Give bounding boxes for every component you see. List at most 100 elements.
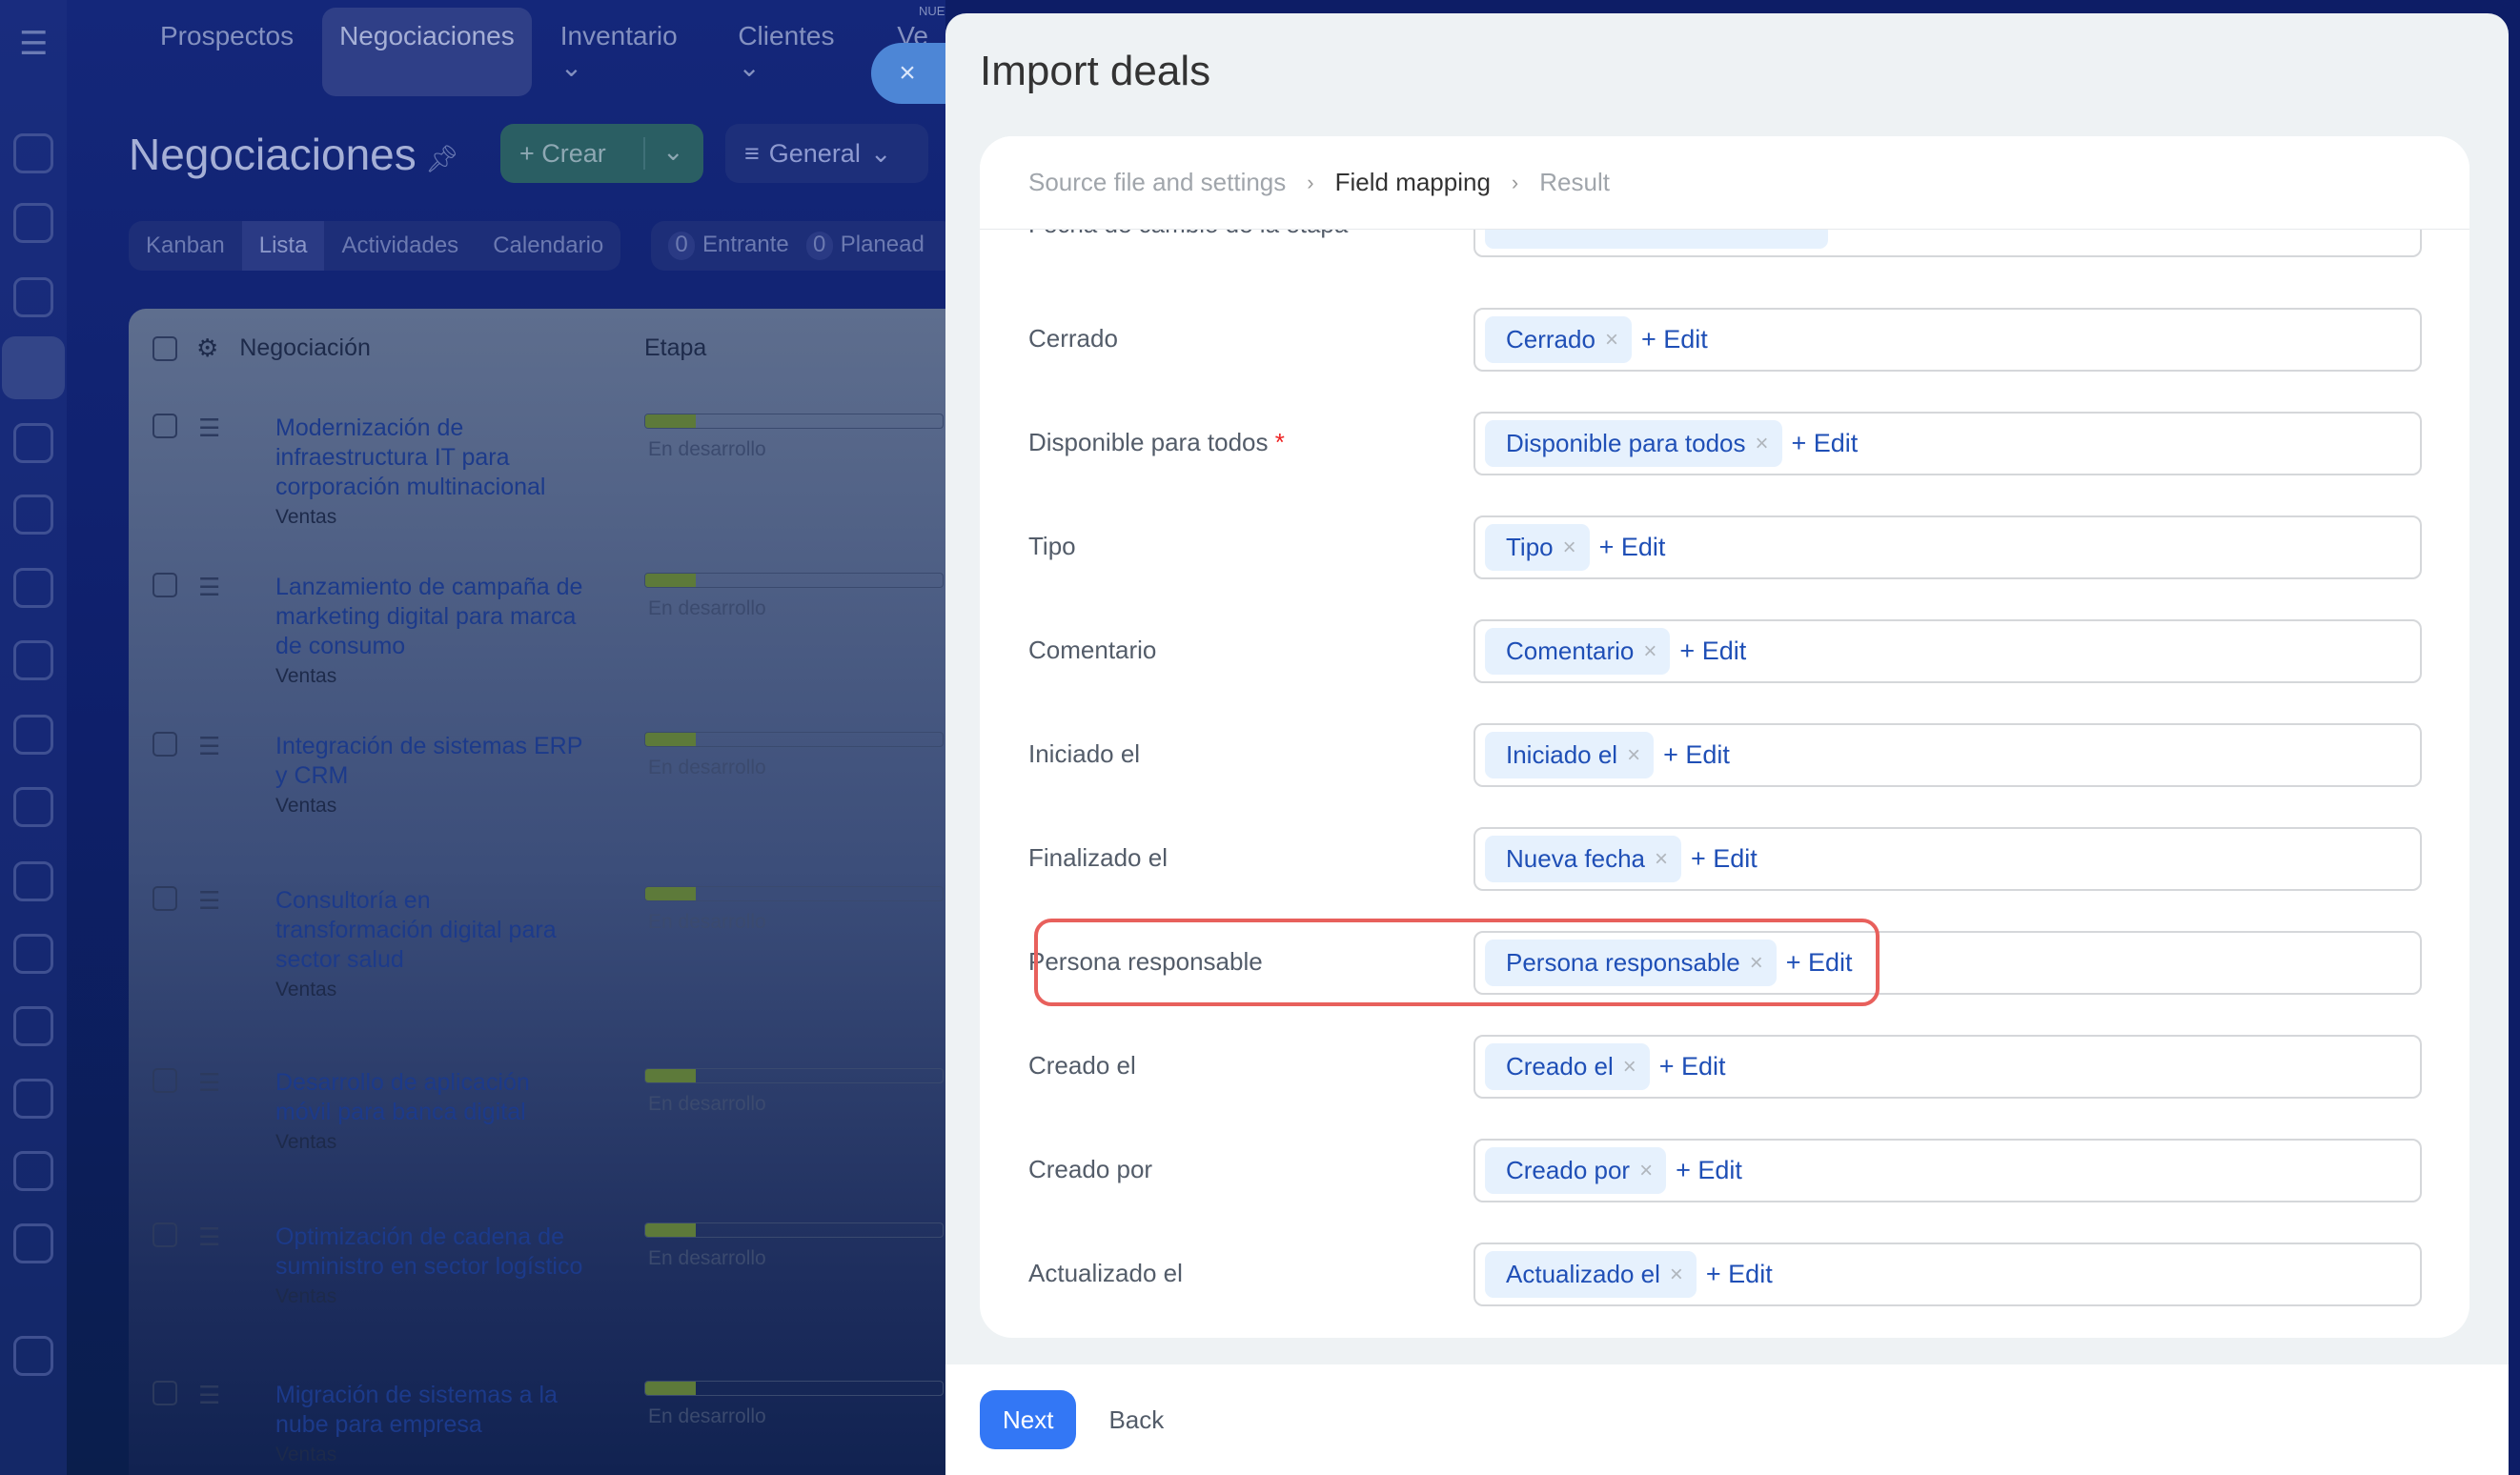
edit-link[interactable]: + Edit: [1676, 1156, 1742, 1184]
sidebar-nav-icon[interactable]: [13, 715, 53, 755]
sidebar-nav-icon[interactable]: [13, 934, 53, 974]
row-checkbox[interactable]: [152, 573, 177, 597]
drag-handle-icon[interactable]: ☰: [198, 732, 221, 760]
deal-name[interactable]: Consultoría en transformación digital pa…: [275, 886, 590, 1004]
back-button[interactable]: Back: [1108, 1404, 1165, 1434]
sidebar-nav-icon[interactable]: [13, 568, 53, 608]
stage-progress-bar[interactable]: [644, 732, 944, 747]
row-checkbox[interactable]: [152, 414, 177, 438]
remove-icon[interactable]: ×: [1639, 1157, 1654, 1183]
view-tab[interactable]: Kanban: [146, 232, 225, 258]
edit-link[interactable]: + Edit: [1663, 740, 1730, 769]
deal-title[interactable]: Lanzamiento de campaña de marketing digi…: [275, 574, 583, 659]
view-tab[interactable]: Calendario: [493, 232, 604, 258]
counter[interactable]: 0 Entrante: [668, 232, 789, 260]
field-mapping-input[interactable]: Tipo × + Edit: [1473, 515, 2422, 579]
remove-icon[interactable]: ×: [1562, 534, 1576, 560]
field-mapping-input[interactable]: Comentario × + Edit: [1473, 619, 2422, 683]
create-button[interactable]: + Crear ⌄: [500, 124, 703, 183]
sidebar-nav-icon[interactable]: [13, 1223, 53, 1263]
remove-icon[interactable]: ×: [1622, 1053, 1636, 1080]
gear-icon[interactable]: ⚙: [196, 333, 219, 362]
nav-item[interactable]: Negociaciones: [322, 8, 532, 96]
sidebar-nav-icon[interactable]: [13, 861, 53, 901]
deal-name[interactable]: Lanzamiento de campaña de marketing digi…: [275, 573, 590, 691]
edit-link[interactable]: + Edit: [1691, 844, 1758, 873]
sidebar-nav-icon[interactable]: [13, 640, 53, 680]
remove-icon[interactable]: ×: [1643, 637, 1657, 664]
deal-title[interactable]: Modernización de infraestructura IT para…: [275, 414, 546, 500]
drag-handle-icon[interactable]: ☰: [198, 1068, 221, 1097]
sidebar-nav-icon[interactable]: [13, 133, 53, 173]
deal-title[interactable]: Desarrollo de aplicación móvil para banc…: [275, 1069, 530, 1125]
sidebar-nav-icon[interactable]: [13, 203, 53, 243]
filter-button[interactable]: ≡ General ⌄: [725, 124, 928, 183]
row-checkbox[interactable]: [152, 1381, 177, 1405]
row-checkbox[interactable]: [152, 886, 177, 911]
sidebar-nav-icon[interactable]: [13, 787, 53, 827]
field-mapping-input[interactable]: Disponible para todos × + Edit: [1473, 412, 2422, 475]
field-mapping-input[interactable]: Persona responsable × + Edit: [1473, 931, 2422, 995]
edit-link[interactable]: + Edit: [1658, 1052, 1726, 1081]
deal-title[interactable]: Consultoría en transformación digital pa…: [275, 887, 557, 973]
chevron-down-icon[interactable]: ⌄: [662, 137, 684, 166]
drag-handle-icon[interactable]: ☰: [198, 414, 221, 442]
edit-link[interactable]: + Edit: [1640, 325, 1708, 354]
drag-handle-icon[interactable]: ☰: [198, 1222, 221, 1251]
pin-icon[interactable]: 📌︎: [425, 144, 459, 173]
edit-link[interactable]: + Edit: [1598, 533, 1666, 561]
select-all-checkbox[interactable]: [152, 335, 177, 361]
deal-title[interactable]: Migración de sistemas a la nube para emp…: [275, 1382, 558, 1438]
sidebar-nav-icon[interactable]: [13, 277, 53, 317]
edit-link[interactable]: + Edit: [1785, 948, 1853, 977]
remove-icon[interactable]: ×: [1654, 845, 1668, 872]
remove-icon[interactable]: ×: [1755, 430, 1769, 456]
row-checkbox[interactable]: [152, 1068, 177, 1093]
nav-item[interactable]: Prospectos: [160, 21, 295, 51]
sidebar-nav-icon[interactable]: [13, 1006, 53, 1046]
stage-progress-bar[interactable]: [644, 1381, 944, 1396]
sidebar-nav-icon[interactable]: [13, 1151, 53, 1191]
field-mapping-input[interactable]: Creado el × + Edit: [1473, 1035, 2422, 1099]
remove-icon[interactable]: ×: [1627, 741, 1641, 768]
drag-handle-icon[interactable]: ☰: [198, 573, 221, 601]
deal-name[interactable]: Migración de sistemas a la nube para emp…: [275, 1381, 590, 1469]
menu-icon[interactable]: ☰: [19, 26, 49, 62]
field-mapping-input[interactable]: Creado por × + Edit: [1473, 1139, 2422, 1202]
deal-name[interactable]: Integración de sistemas ERP y CRM Ventas: [275, 732, 590, 820]
edit-link[interactable]: + Edit: [1791, 429, 1859, 457]
edit-link[interactable]: + Edit: [1679, 636, 1747, 665]
drag-handle-icon[interactable]: ☰: [198, 886, 221, 915]
counter[interactable]: 0 Planead: [805, 232, 925, 260]
sidebar-nav-icon[interactable]: [13, 1079, 53, 1119]
remove-icon[interactable]: ×: [1749, 949, 1763, 976]
remove-icon[interactable]: ×: [1669, 1261, 1683, 1287]
stage-progress-bar[interactable]: [644, 1222, 944, 1238]
deal-name[interactable]: Modernización de infraestructura IT para…: [275, 414, 590, 532]
sidebar-nav-icon[interactable]: [13, 495, 53, 535]
next-button[interactable]: Next: [980, 1390, 1077, 1449]
deal-title[interactable]: Integración de sistemas ERP y CRM: [275, 733, 582, 789]
sidebar-nav-icon[interactable]: [2, 336, 65, 399]
row-checkbox[interactable]: [152, 1222, 177, 1247]
field-mapping-input[interactable]: Cerrado × + Edit: [1473, 308, 2422, 372]
sidebar-nav-icon[interactable]: [13, 423, 53, 463]
field-mapping-input[interactable]: Nueva fecha × + Edit: [1473, 827, 2422, 891]
close-panel-button[interactable]: ×: [871, 43, 957, 104]
stage-progress-bar[interactable]: [644, 1068, 944, 1083]
edit-link[interactable]: + Edit: [1705, 1260, 1773, 1288]
stage-progress-bar[interactable]: [644, 573, 944, 588]
nav-item[interactable]: Clientes ⌄: [738, 21, 835, 82]
field-mapping-input[interactable]: Actualizado el × + Edit: [1473, 1243, 2422, 1306]
drag-handle-icon[interactable]: ☰: [198, 1381, 221, 1409]
deal-title[interactable]: Optimización de cadena de suministro en …: [275, 1223, 583, 1280]
stage-progress-bar[interactable]: [644, 886, 944, 901]
stage-progress-bar[interactable]: [644, 414, 944, 429]
deal-name[interactable]: Optimización de cadena de suministro en …: [275, 1222, 590, 1311]
remove-icon[interactable]: ×: [1604, 326, 1618, 353]
deal-name[interactable]: Desarrollo de aplicación móvil para banc…: [275, 1068, 590, 1157]
row-checkbox[interactable]: [152, 732, 177, 757]
nav-item[interactable]: Inventario ⌄: [559, 21, 678, 82]
view-tab[interactable]: Lista: [241, 221, 325, 271]
field-mapping-input[interactable]: Iniciado el × + Edit: [1473, 723, 2422, 787]
